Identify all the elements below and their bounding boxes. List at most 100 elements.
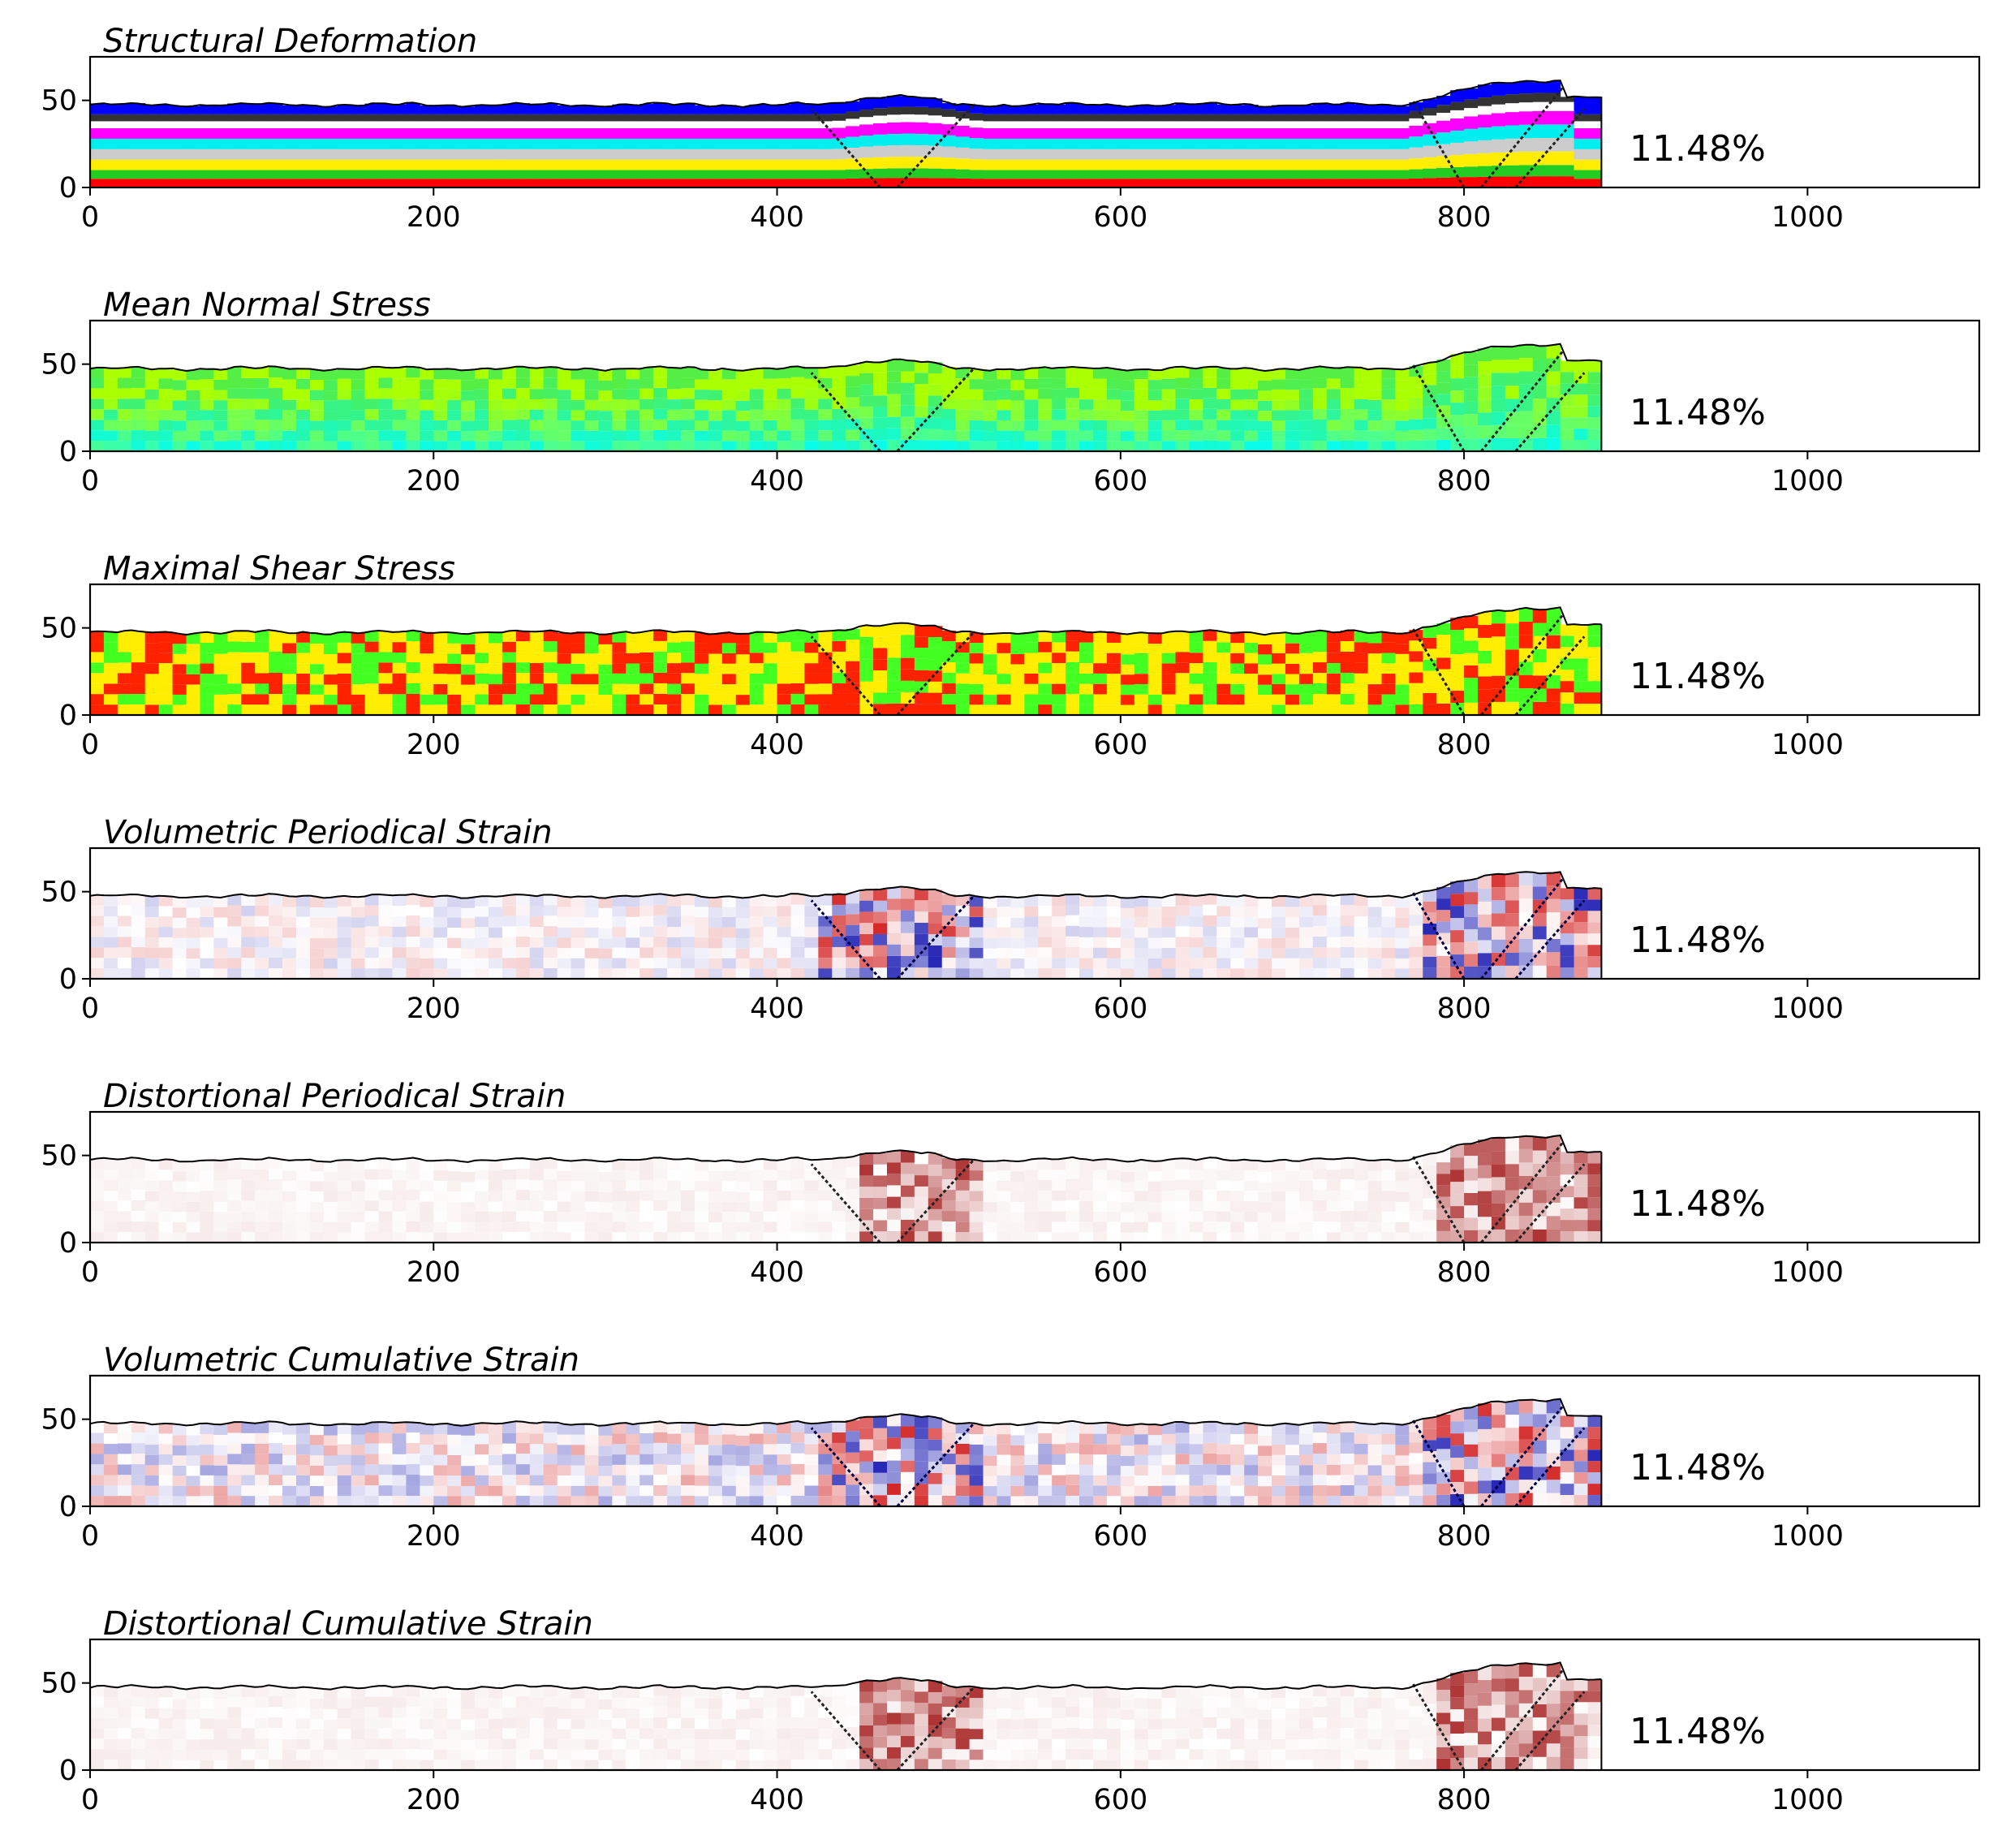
field-cell <box>406 409 420 420</box>
field-cell <box>475 1200 489 1212</box>
layer-cell <box>612 179 626 187</box>
field-cell <box>1285 958 1300 969</box>
field-cell <box>914 1175 929 1187</box>
field-cell <box>103 631 118 643</box>
field-cell <box>1106 389 1122 400</box>
field-cell <box>227 1232 242 1243</box>
field-cell <box>804 642 819 653</box>
field-cell <box>790 1168 806 1179</box>
field-cell <box>969 674 984 684</box>
field-cell <box>1092 663 1108 674</box>
layer-cell <box>461 170 476 179</box>
field-cell <box>749 663 764 674</box>
field-cell <box>364 420 380 431</box>
layer-cell <box>1216 121 1231 129</box>
field-cell <box>227 1158 242 1170</box>
layer-cell <box>859 136 874 147</box>
field-cell <box>626 653 640 664</box>
field-cell <box>941 694 957 705</box>
field-cell <box>1298 441 1314 451</box>
field-cell <box>846 903 860 915</box>
field-cell <box>1560 658 1575 670</box>
field-cell <box>681 1496 695 1506</box>
field-cell <box>983 1212 998 1223</box>
layer-cell <box>804 114 819 122</box>
field-cell <box>928 692 943 704</box>
field-cell <box>543 915 558 927</box>
field-cell <box>309 1424 325 1436</box>
field-cell <box>1092 704 1108 715</box>
field-cell <box>667 906 682 917</box>
field-cell <box>859 648 874 660</box>
field-cell <box>777 1170 792 1180</box>
layer-cell <box>735 159 751 170</box>
field-cell <box>997 674 1011 684</box>
field-cell <box>269 905 283 916</box>
layer-cell <box>378 114 394 122</box>
field-cell <box>721 632 737 644</box>
field-cell <box>255 420 269 431</box>
field-cell <box>626 1475 640 1486</box>
layer-cell <box>1518 80 1534 94</box>
field-cell <box>1120 1212 1135 1223</box>
field-cell <box>598 1161 613 1172</box>
field-cell <box>1106 1160 1122 1170</box>
field-cell <box>131 420 146 431</box>
field-cell <box>1285 1161 1300 1171</box>
field-cell <box>612 1454 626 1465</box>
field-cell <box>1560 1174 1575 1187</box>
field-cell <box>309 1212 325 1222</box>
field-cell <box>364 1200 380 1212</box>
y-tick-label: 0 <box>59 172 77 205</box>
field-cell <box>886 669 902 681</box>
field-cell <box>1574 1231 1589 1243</box>
field-cell <box>1532 662 1548 676</box>
field-cell <box>1505 386 1520 399</box>
field-cell <box>667 937 682 948</box>
field-cell <box>694 643 709 654</box>
field-cell <box>1450 881 1465 894</box>
layer-cell <box>1285 149 1300 160</box>
layer-cell <box>832 179 846 187</box>
layer-cell <box>1285 128 1300 139</box>
field-cell <box>117 652 132 663</box>
field-cell <box>213 1424 228 1435</box>
layer-cell <box>1134 105 1149 114</box>
field-cell <box>227 662 242 674</box>
layer-cell <box>763 121 778 129</box>
field-cell <box>213 928 228 938</box>
field-cell <box>1147 644 1163 654</box>
field-cell <box>1312 947 1328 958</box>
field-cell <box>1532 359 1548 373</box>
field-cell <box>900 623 915 635</box>
layer-cell <box>282 138 297 149</box>
field-cell <box>735 380 751 391</box>
field-cell <box>914 889 929 901</box>
field-cell <box>598 654 613 665</box>
layer-cell <box>1203 179 1217 187</box>
field-cell <box>158 378 174 390</box>
field-cell <box>158 1464 174 1475</box>
field-cell <box>1161 674 1177 684</box>
field-cell <box>1381 632 1397 643</box>
field-cell <box>1244 674 1259 684</box>
layer-cell <box>777 114 792 122</box>
field-cell <box>1024 409 1039 420</box>
field-cell <box>763 1159 778 1170</box>
layer-cell <box>1079 121 1094 129</box>
layer-cell <box>790 121 806 129</box>
field-cell <box>323 1425 338 1436</box>
field-cell <box>282 1170 297 1182</box>
layer-cell <box>1409 158 1423 170</box>
x-tick-label: 400 <box>750 1256 804 1289</box>
layer-cell <box>378 128 394 139</box>
field-cell <box>1450 1145 1465 1158</box>
field-cell <box>269 673 283 684</box>
field-cell <box>186 1485 201 1497</box>
field-cell <box>612 1170 626 1181</box>
layer-cell <box>1272 149 1286 160</box>
layer-cell <box>1326 170 1341 179</box>
layer-cell <box>1175 103 1190 114</box>
field-cell <box>1134 947 1149 958</box>
field-cell <box>1272 1201 1286 1212</box>
